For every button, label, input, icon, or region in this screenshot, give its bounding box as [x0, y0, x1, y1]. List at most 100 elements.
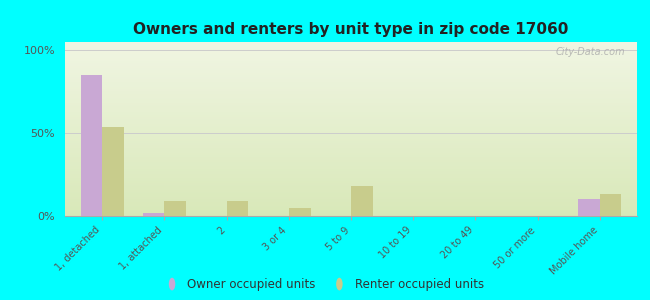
Bar: [65, 68, 637, 70]
Bar: [65, 42, 637, 44]
Bar: [65, 138, 637, 140]
Bar: [65, 146, 637, 148]
Bar: [65, 207, 637, 209]
Bar: [65, 115, 637, 117]
Bar: [65, 47, 637, 49]
Bar: [65, 52, 637, 54]
Bar: [65, 209, 637, 211]
Bar: [65, 72, 637, 73]
Bar: [65, 99, 637, 101]
Bar: [65, 82, 637, 84]
Bar: [65, 171, 637, 172]
Bar: [65, 98, 637, 99]
Bar: [65, 181, 637, 183]
Bar: [65, 186, 637, 188]
Bar: [65, 211, 637, 212]
Bar: [65, 113, 637, 115]
Bar: [65, 155, 637, 157]
Bar: [65, 131, 637, 133]
Bar: [65, 129, 637, 131]
Bar: [65, 162, 637, 164]
Bar: [578, 200, 600, 216]
Bar: [65, 103, 637, 105]
Bar: [65, 54, 637, 56]
Bar: [65, 63, 637, 64]
Bar: [65, 212, 637, 214]
Bar: [65, 152, 637, 153]
Bar: [65, 153, 637, 155]
Bar: [65, 96, 637, 98]
Bar: [65, 122, 637, 124]
Bar: [65, 110, 637, 112]
Bar: [227, 201, 248, 216]
Bar: [65, 143, 637, 145]
Bar: [143, 213, 164, 216]
Bar: [65, 85, 637, 87]
Bar: [289, 208, 311, 216]
Legend: Owner occupied units, Renter occupied units: Owner occupied units, Renter occupied un…: [166, 278, 484, 291]
Bar: [65, 172, 637, 174]
Bar: [65, 199, 637, 200]
Bar: [65, 80, 637, 82]
Bar: [65, 106, 637, 108]
Title: Owners and renters by unit type in zip code 17060: Owners and renters by unit type in zip c…: [133, 22, 569, 37]
Bar: [65, 91, 637, 92]
Bar: [65, 75, 637, 77]
Bar: [65, 49, 637, 51]
Bar: [351, 186, 372, 216]
Bar: [65, 79, 637, 80]
Bar: [65, 164, 637, 166]
Bar: [65, 214, 637, 216]
Bar: [65, 58, 637, 59]
Bar: [65, 112, 637, 113]
Bar: [65, 183, 637, 185]
Bar: [65, 176, 637, 178]
Bar: [65, 160, 637, 162]
Bar: [65, 118, 637, 120]
Bar: [65, 179, 637, 181]
Bar: [65, 195, 637, 197]
Bar: [65, 125, 637, 127]
Text: City-Data.com: City-Data.com: [556, 47, 625, 57]
Bar: [65, 56, 637, 58]
Bar: [65, 108, 637, 110]
Bar: [65, 145, 637, 146]
Bar: [65, 87, 637, 89]
Bar: [65, 77, 637, 79]
Bar: [65, 92, 637, 94]
Bar: [65, 167, 637, 169]
Bar: [65, 190, 637, 192]
Bar: [65, 59, 637, 61]
Bar: [65, 204, 637, 206]
Bar: [65, 73, 637, 75]
Bar: [65, 169, 637, 171]
Bar: [65, 51, 637, 52]
Bar: [65, 89, 637, 91]
Bar: [65, 140, 637, 141]
Bar: [65, 150, 637, 152]
Bar: [65, 192, 637, 194]
Bar: [65, 202, 637, 204]
Bar: [65, 194, 637, 195]
Bar: [65, 120, 637, 122]
Bar: [65, 84, 637, 85]
Bar: [65, 134, 637, 136]
Bar: [65, 159, 637, 160]
Bar: [65, 206, 637, 207]
Bar: [65, 133, 637, 134]
Bar: [65, 94, 637, 96]
Bar: [65, 174, 637, 176]
Bar: [65, 141, 637, 143]
Bar: [65, 197, 637, 199]
Bar: [65, 117, 637, 118]
Bar: [65, 136, 637, 138]
Bar: [65, 185, 637, 186]
Bar: [600, 194, 621, 216]
Bar: [65, 127, 637, 129]
Bar: [65, 105, 637, 106]
Bar: [65, 200, 637, 202]
Bar: [65, 101, 637, 103]
Bar: [81, 75, 102, 216]
Bar: [65, 64, 637, 66]
Bar: [65, 188, 637, 190]
